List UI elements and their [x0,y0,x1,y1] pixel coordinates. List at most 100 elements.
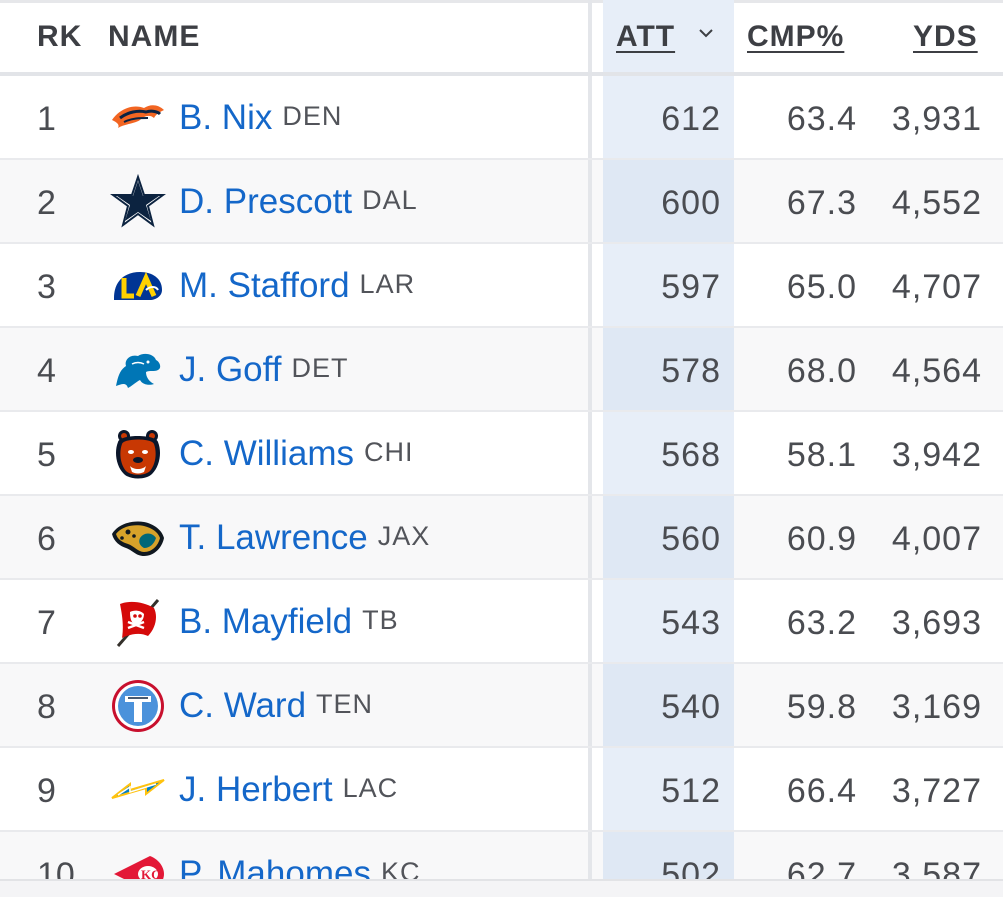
yds-cell: 3,942 [891,436,982,474]
frozen-column-divider [588,412,592,494]
sorted-cell-bg [603,580,734,662]
player-cell: T. Lawrence JAX [179,518,430,558]
sorted-cell-bg [603,76,734,158]
rank-cell: 1 [37,100,56,138]
yds-cell: 3,693 [891,604,982,642]
chargers-bolt-icon [111,779,165,799]
player-cell: J. Goff DET [179,350,348,390]
yds-cell: 3,169 [891,688,982,726]
team-abbr: DAL [362,185,418,215]
yds-cell: 4,552 [891,184,982,222]
header-att-sort[interactable]: ATT [616,20,676,53]
player-link[interactable]: B. Mayfield [179,602,353,641]
sorted-cell-bg [603,328,734,410]
header-name: NAME [108,20,201,53]
player-cell: D. Prescott DAL [179,182,418,222]
cowboys-star-icon [110,174,166,228]
frozen-column-divider [588,244,592,326]
buccaneers-flag-icon [116,599,160,647]
header-yds-sort[interactable]: YDS [913,20,978,53]
player-link[interactable]: M. Stafford [179,266,350,305]
yds-cell: 4,564 [891,352,982,390]
horizontal-scrollbar-track[interactable] [0,879,1003,897]
cmp-cell: 63.4 [786,100,857,138]
lions-logo-icon [116,353,161,388]
cmp-cell: 63.2 [786,604,857,642]
frozen-column-divider [588,0,592,72]
sorted-cell-bg [603,160,734,242]
cmp-cell: 59.8 [786,688,857,726]
player-link[interactable]: J. Herbert [179,770,333,809]
sorted-cell-bg [603,412,734,494]
player-cell: M. Stafford LAR [179,266,415,306]
frozen-column-divider [588,580,592,662]
sorted-cell-bg [603,496,734,578]
frozen-column-divider [588,328,592,410]
player-link[interactable]: T. Lawrence [179,518,368,557]
header-rk: RK [37,20,83,53]
yds-cell: 4,007 [891,520,982,558]
table-row: 7 B. Mayfield TB 543 63.2 3,693 [0,580,1003,664]
table-row: 6 T. Lawrence JAX 560 60.9 4,007 [0,496,1003,580]
table-row: 9 J. Herbert LAC 512 66.4 3,727 [0,748,1003,832]
player-cell: J. Herbert LAC [179,770,398,810]
team-abbr: LAC [342,773,399,803]
frozen-column-divider [588,748,592,830]
rank-cell: 3 [37,268,56,306]
sorted-cell-bg [603,748,734,830]
team-abbr: DET [291,353,349,383]
rank-cell: 2 [37,184,56,222]
rank-cell: 9 [37,772,56,810]
team-abbr: JAX [377,521,431,551]
table-header: RK NAME ATT CMP% YDS [0,0,1003,76]
att-cell: 540 [661,688,721,726]
rank-cell: 6 [37,520,56,558]
att-cell: 560 [661,520,721,558]
player-link[interactable]: D. Prescott [179,182,353,221]
player-link[interactable]: J. Goff [179,350,282,389]
player-link[interactable]: C. Ward [179,686,307,725]
att-cell: 597 [661,268,721,306]
table-row: 2 D. Prescott DAL 600 67.3 4,552 [0,160,1003,244]
titans-logo-icon [112,680,164,732]
player-cell: C. Ward TEN [179,686,373,726]
table-top-border [0,0,1003,3]
yds-cell: 3,727 [891,772,982,810]
player-cell: C. Williams CHI [179,434,413,474]
team-abbr: DEN [282,101,343,131]
att-cell: 512 [661,772,721,810]
cmp-cell: 60.9 [786,520,857,558]
frozen-column-divider [588,76,592,158]
frozen-column-divider [588,832,592,897]
att-cell: 568 [661,436,721,474]
player-link[interactable]: B. Nix [179,98,273,137]
sorted-cell-bg [603,244,734,326]
frozen-column-divider [588,160,592,242]
att-cell: 578 [661,352,721,390]
team-abbr: LAR [359,269,416,299]
yds-cell: 4,707 [891,268,982,306]
player-cell: B. Mayfield TB [179,602,399,642]
team-abbr: TEN [316,689,374,719]
att-cell: 600 [661,184,721,222]
frozen-column-divider [588,496,592,578]
sorted-cell-bg [603,664,734,746]
broncos-logo-icon [112,105,164,128]
frozen-column-divider [588,664,592,746]
table-row: 4 J. Goff DET 578 68.0 4,564 [0,328,1003,412]
rank-cell: 8 [37,688,56,726]
rank-cell: 4 [37,352,56,390]
table-row: 8 C. Ward TEN 540 59.8 3,169 [0,664,1003,748]
att-cell: 543 [661,604,721,642]
header-cmp-sort[interactable]: CMP% [747,20,845,53]
jaguars-logo-icon [112,521,164,556]
player-link[interactable]: C. Williams [179,434,354,473]
chevron-down-icon[interactable] [697,26,715,40]
sorted-column-header-bg [603,0,734,72]
att-cell: 612 [661,100,721,138]
player-cell: B. Nix DEN [179,98,342,138]
cmp-cell: 58.1 [786,436,857,474]
cmp-cell: 68.0 [786,352,857,390]
rank-cell: 5 [37,436,56,474]
